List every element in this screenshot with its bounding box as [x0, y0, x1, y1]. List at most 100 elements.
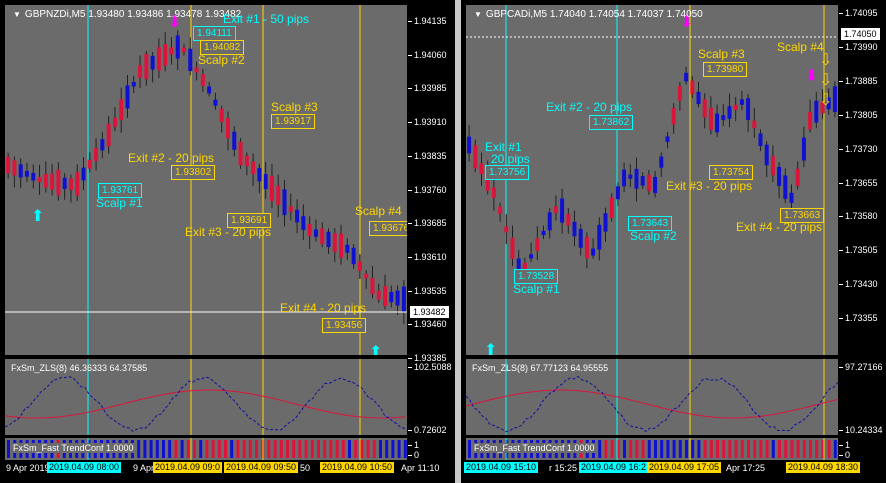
price-axis[interactable]: 1.74095 1.73990 1.73885 1.73805 1.73730 1.736…: [838, 0, 886, 483]
exit1-price: 1.73756: [485, 165, 530, 180]
trend-bar: [784, 440, 788, 458]
scalp1-price: 1.93761: [98, 183, 143, 198]
time-label: Apr 11:10: [401, 463, 440, 473]
candle-body: [75, 172, 80, 196]
trend-bar: [635, 440, 639, 458]
candle-body: [715, 113, 720, 133]
candle-body: [125, 85, 130, 109]
trend-bar: [833, 440, 837, 458]
scalp3-price: 1.73980: [703, 62, 748, 77]
trend-bar: [279, 440, 283, 458]
candle-body: [37, 177, 42, 183]
candle-body: [12, 160, 17, 176]
trend-bar: [722, 440, 726, 458]
candle-body: [56, 169, 61, 196]
price-panel[interactable]: ⬆ ⬇ ⬇ ⇩ ⇩ ⇩ ▼ GBPCADi,M5 1.74040 1.74054 1.740…: [466, 5, 838, 355]
price-tick: 1.73655: [839, 177, 878, 188]
trend-bar: [790, 440, 794, 458]
candle-body: [169, 47, 174, 55]
trendconf-label: FxSm_Fast TrendConf 1.0000: [11, 443, 136, 453]
candle-body: [43, 173, 48, 188]
zls-min: 0.72602: [408, 425, 447, 435]
trend-bar: [685, 440, 688, 458]
trend-bar: [391, 440, 395, 458]
trend-bar: [186, 440, 190, 458]
trend-bar: [286, 440, 289, 458]
candle-body: [572, 221, 577, 237]
candle-body: [746, 98, 751, 121]
candle-body: [640, 176, 645, 186]
candle-body: [345, 244, 350, 253]
candle-body: [163, 44, 168, 66]
trend-bar: [802, 440, 806, 458]
price-panel[interactable]: ⬆ ⬆ ⬇ ▼ GBPNZDi,M5 1.93480 1.93486 1.93478 …: [5, 5, 407, 355]
candle-body: [31, 172, 36, 181]
price-tick: 1.73730: [839, 143, 878, 154]
candle-body: [467, 136, 472, 154]
candle-body: [326, 231, 331, 248]
time-label: Apr 17:25: [726, 463, 766, 473]
indicator-panel-trendconf[interactable]: FxSm_Fast TrendConf 1.0000: [466, 438, 838, 460]
trend-bar: [317, 440, 320, 458]
exit2-label: Exit #2 - 20 pips: [546, 100, 633, 114]
candle-body: [615, 186, 620, 200]
candle-body: [770, 156, 775, 176]
candle-body: [597, 224, 602, 250]
candle-body: [677, 86, 682, 101]
exit3-label: Exit #3 - 20 pips: [666, 179, 753, 193]
indicator-panel-trendconf[interactable]: FxSm_Fast TrendConf 1.0000: [5, 438, 407, 460]
candle-body: [213, 99, 218, 106]
trend-bar: [821, 440, 825, 458]
trend-bar: [205, 440, 209, 458]
scalp3-label: Scalp #3: [271, 100, 318, 114]
candle-body: [207, 86, 212, 94]
candle-body: [182, 47, 187, 53]
indicator-panel-zls[interactable]: FxSm_ZLS(8) 46.36333 64.37585: [5, 359, 407, 435]
candle-body: [24, 170, 29, 177]
candle-body: [622, 169, 627, 187]
time-marker: 2019.04.09 09:50: [224, 462, 299, 473]
scalp1-price: 1.73528: [514, 269, 559, 284]
trend-bar: [629, 440, 633, 458]
menu-arrow-icon[interactable]: ▼: [13, 10, 21, 19]
trend-bar: [703, 440, 707, 458]
candle-body: [357, 261, 362, 271]
exit1-label: Exit #1: [485, 140, 522, 154]
price-tick: 1.93535: [408, 285, 447, 296]
trend-bar: [753, 440, 757, 458]
exit-arrow-icon: ⇩: [819, 72, 832, 89]
chart-window-gbpnzd[interactable]: ⬆ ⬆ ⬇ ▼ GBPNZDi,M5 1.93480 1.93486 1.93478 …: [0, 0, 455, 483]
candle-body: [609, 197, 614, 218]
trend-bar: [468, 440, 471, 458]
candle-body: [364, 273, 369, 279]
candle-body: [566, 213, 571, 226]
sell-arrow-icon: ⬇: [805, 68, 818, 85]
zls-line: [466, 375, 838, 433]
candle-body: [100, 139, 105, 151]
trend-bar: [162, 440, 165, 458]
candle-body: [131, 81, 136, 87]
zls-svg: [5, 359, 406, 435]
candle-body: [727, 106, 732, 119]
menu-arrow-icon[interactable]: ▼: [474, 10, 482, 19]
candle-body: [351, 247, 356, 265]
candle-body: [516, 258, 521, 277]
candle-body: [62, 177, 67, 190]
trend-bar: [180, 440, 184, 458]
price-tick: 1.73430: [839, 279, 878, 290]
time-marker: 2019.04.09 15:10: [464, 462, 539, 473]
time-axis[interactable]: 9 Apr 2019 2019.04.09 08:00 9 Apr 2019 2…: [0, 461, 455, 483]
chart-window-gbpcad[interactable]: ⬆ ⬇ ⬇ ⇩ ⇩ ⇩ ▼ GBPCADi,M5 1.74040 1.74054 1.740…: [461, 0, 886, 483]
buy-arrow-icon: ⬆: [31, 208, 44, 225]
price-tick: 1.94135: [408, 16, 447, 26]
scalp2-price: 1.73643: [628, 216, 673, 231]
price-axis[interactable]: 1.94135 1.94060 1.93985 1.93910 1.93835 1.937…: [407, 0, 455, 483]
time-axis[interactable]: 2019.04.09 15:10 r 15:25 2019.04.09 16:2…: [461, 461, 886, 483]
time-marker: 2019.04.09 10:50: [320, 462, 395, 473]
trend-bar: [709, 440, 713, 458]
indicator-panel-zls[interactable]: FxSm_ZLS(8) 67.77123 64.95555: [466, 359, 838, 435]
trend-bar: [691, 440, 695, 458]
signal-line: [466, 389, 838, 419]
trend-bar: [193, 440, 196, 458]
trend-bar: [765, 440, 769, 458]
